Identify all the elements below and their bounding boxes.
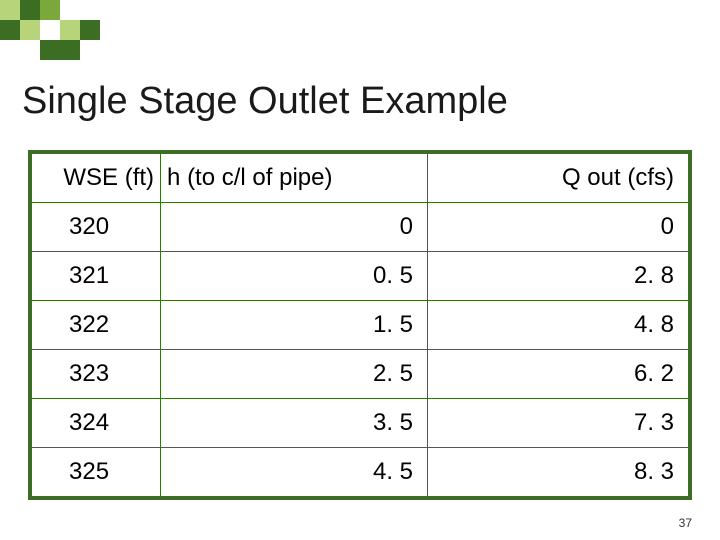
cell: 325 [32, 448, 161, 497]
corner-decoration [0, 0, 180, 60]
table-row: 323 2. 5 6. 2 [32, 350, 689, 399]
cell: 1. 5 [161, 301, 428, 350]
cell: 320 [32, 203, 161, 252]
col-header-wse: WSE (ft) [32, 154, 161, 203]
table-row: 322 1. 5 4. 8 [32, 301, 689, 350]
cell: 322 [32, 301, 161, 350]
cell: 324 [32, 399, 161, 448]
data-table: WSE (ft) h (to c/l of pipe) Q out (cfs) … [28, 150, 692, 500]
cell: 323 [32, 350, 161, 399]
page-number: 37 [679, 516, 692, 530]
table-row: 321 0. 5 2. 8 [32, 252, 689, 301]
cell: 2. 5 [161, 350, 428, 399]
cell: 4. 5 [161, 448, 428, 497]
col-header-qout: Q out (cfs) [428, 154, 689, 203]
cell: 2. 8 [428, 252, 689, 301]
cell: 7. 3 [428, 399, 689, 448]
cell: 321 [32, 252, 161, 301]
cell: 8. 3 [428, 448, 689, 497]
table-row: 324 3. 5 7. 3 [32, 399, 689, 448]
table-header-row: WSE (ft) h (to c/l of pipe) Q out (cfs) [32, 154, 689, 203]
cell: 3. 5 [161, 399, 428, 448]
table-row: 325 4. 5 8. 3 [32, 448, 689, 497]
cell: 0. 5 [161, 252, 428, 301]
col-header-h: h (to c/l of pipe) [161, 154, 428, 203]
cell: 6. 2 [428, 350, 689, 399]
table-row: 320 0 0 [32, 203, 689, 252]
cell: 0 [161, 203, 428, 252]
cell: 4. 8 [428, 301, 689, 350]
cell: 0 [428, 203, 689, 252]
page-title: Single Stage Outlet Example [22, 80, 508, 123]
